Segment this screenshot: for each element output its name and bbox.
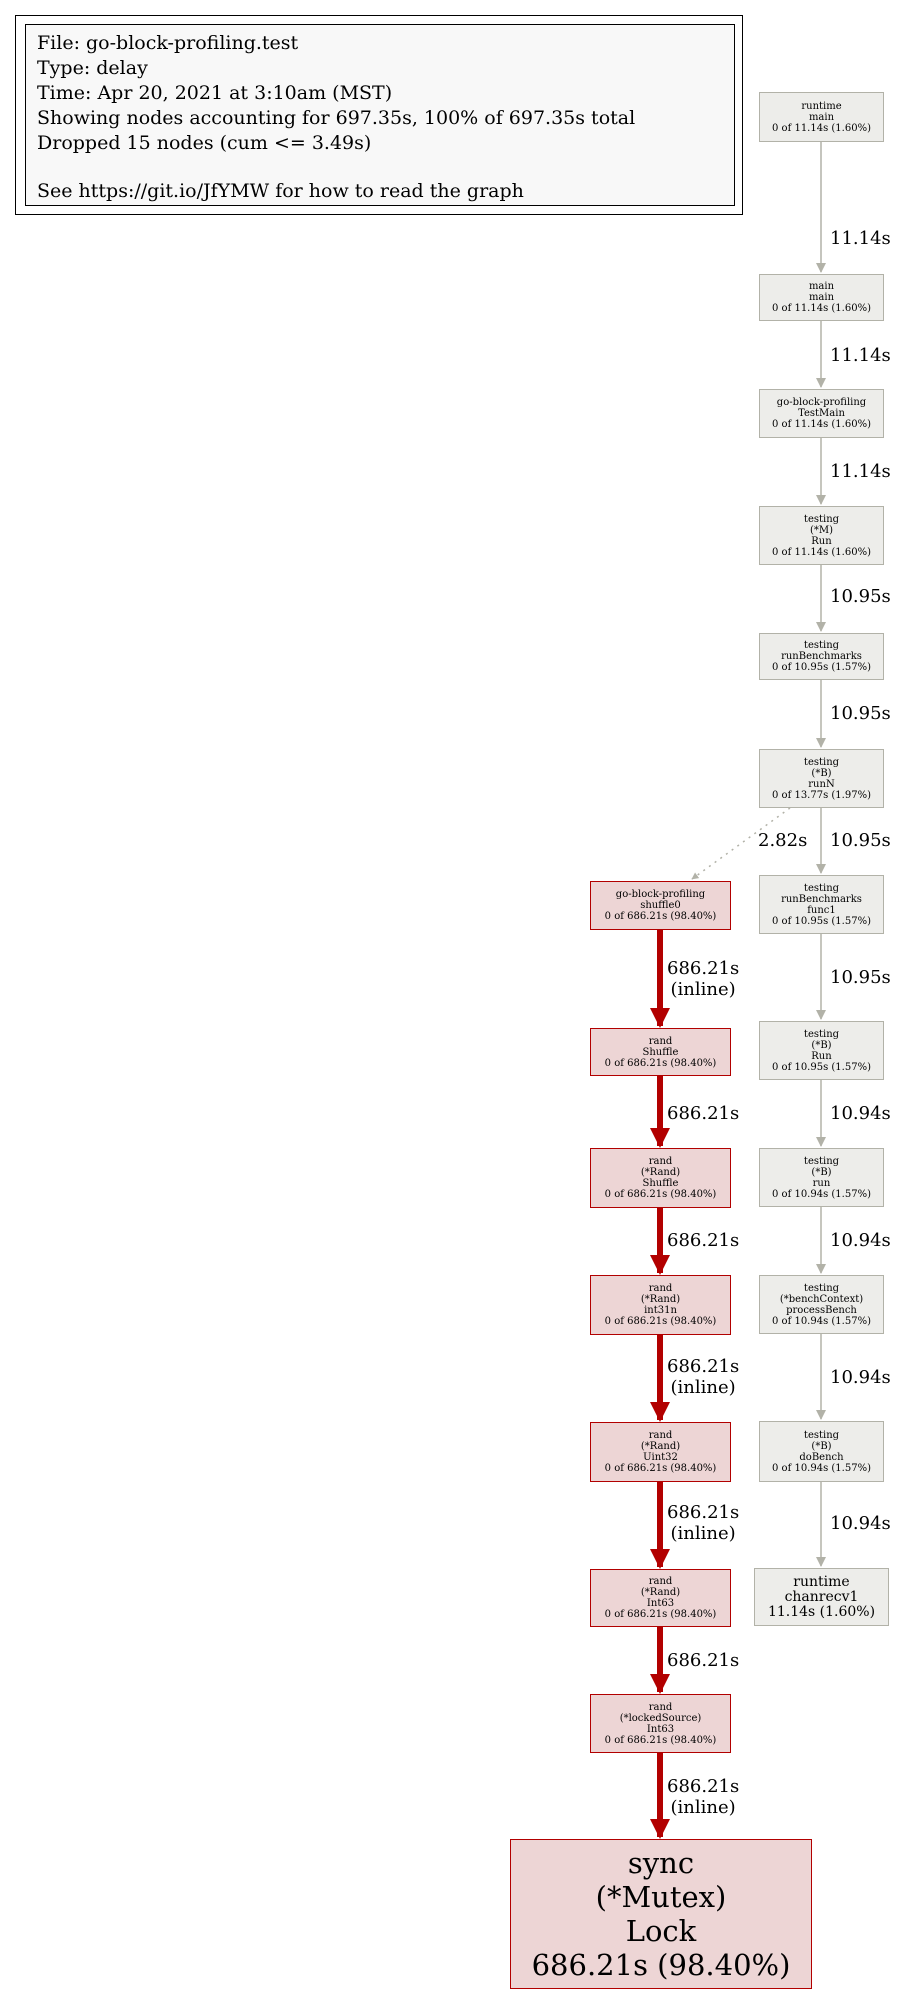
node-process-bench[interactable]: testing (*benchContext) processBench 0 o… — [759, 1275, 884, 1334]
legend-see: See https://git.io/JfYMW for how to read… — [37, 180, 524, 202]
node-run-benchmarks-func1[interactable]: testing runBenchmarks func1 0 of 10.95s … — [759, 875, 884, 934]
legend-spacer — [37, 156, 723, 179]
edge-label: 686.21s (inline) — [667, 1356, 740, 1398]
edge-label: 686.21s (inline) — [667, 1502, 740, 1544]
legend-dropped: Dropped 15 nodes (cum <= 3.49s) — [37, 132, 372, 154]
node-b-runn[interactable]: testing (*B) runN 0 of 13.77s (1.97%) — [759, 749, 884, 808]
node-int31n[interactable]: rand (*Rand) int31n 0 of 686.21s (98.40%… — [590, 1275, 731, 1335]
node-m-run[interactable]: testing (*M) Run 0 of 11.14s (1.60%) — [759, 506, 884, 565]
node-int63[interactable]: rand (*Rand) Int63 0 of 686.21s (98.40%) — [590, 1569, 731, 1627]
node-uint32[interactable]: rand (*Rand) Uint32 0 of 686.21s (98.40%… — [590, 1422, 731, 1482]
edge-label: 11.14s — [830, 228, 891, 249]
edge-label: 10.94s — [830, 1230, 891, 1251]
node-run-benchmarks[interactable]: testing runBenchmarks 0 of 10.95s (1.57%… — [759, 633, 884, 680]
edge-label: 10.94s — [830, 1103, 891, 1124]
node-rand-rand-shuffle[interactable]: rand (*Rand) Shuffle 0 of 686.21s (98.40… — [590, 1148, 731, 1208]
legend: File: go-block-profiling.test Type: dela… — [25, 24, 735, 206]
legend-file: File: go-block-profiling.test — [37, 32, 299, 54]
legend-time: Time: Apr 20, 2021 at 3:10am (MST) — [37, 82, 393, 104]
edge-label: 686.21s — [667, 1230, 740, 1251]
edge-label: 11.14s — [830, 345, 891, 366]
edge-label: 2.82s — [758, 830, 808, 851]
edge-label: 10.95s — [830, 830, 891, 851]
legend-type: Type: delay — [37, 57, 148, 79]
edge-label: 686.21s (inline) — [667, 1776, 740, 1818]
node-testmain[interactable]: go-block-profiling TestMain 0 of 11.14s … — [759, 389, 884, 438]
node-runtime-main[interactable]: runtime main 0 of 11.14s (1.60%) — [759, 92, 884, 142]
edge-label: 10.94s — [830, 1367, 891, 1388]
node-locked-int63[interactable]: rand (*lockedSource) Int63 0 of 686.21s … — [590, 1694, 731, 1753]
edge-label: 10.95s — [830, 967, 891, 988]
edge-label: 10.95s — [830, 703, 891, 724]
edge-label: 686.21s — [667, 1103, 740, 1124]
node-rand-shuffle[interactable]: rand Shuffle 0 of 686.21s (98.40%) — [590, 1028, 731, 1076]
node-b-run-lower[interactable]: testing (*B) run 0 of 10.94s (1.57%) — [759, 1148, 884, 1207]
edge-label: 10.95s — [830, 586, 891, 607]
node-main-main[interactable]: main main 0 of 11.14s (1.60%) — [759, 274, 884, 321]
node-b-run[interactable]: testing (*B) Run 0 of 10.95s (1.57%) — [759, 1021, 884, 1080]
edge-label: 686.21s (inline) — [667, 958, 740, 1000]
edge-label: 10.94s — [830, 1513, 891, 1534]
node-shuffle0[interactable]: go-block-profiling shuffle0 0 of 686.21s… — [590, 881, 731, 930]
node-mutex-lock[interactable]: sync (*Mutex) Lock 686.21s (98.40%) — [510, 1839, 812, 1989]
legend-showing: Showing nodes accounting for 697.35s, 10… — [37, 107, 636, 129]
node-do-bench[interactable]: testing (*B) doBench 0 of 10.94s (1.57%) — [759, 1421, 884, 1482]
edge-label: 11.14s — [830, 461, 891, 482]
node-chanrecv1[interactable]: runtime chanrecv1 11.14s (1.60%) — [754, 1568, 889, 1626]
edge-label: 686.21s — [667, 1650, 740, 1671]
